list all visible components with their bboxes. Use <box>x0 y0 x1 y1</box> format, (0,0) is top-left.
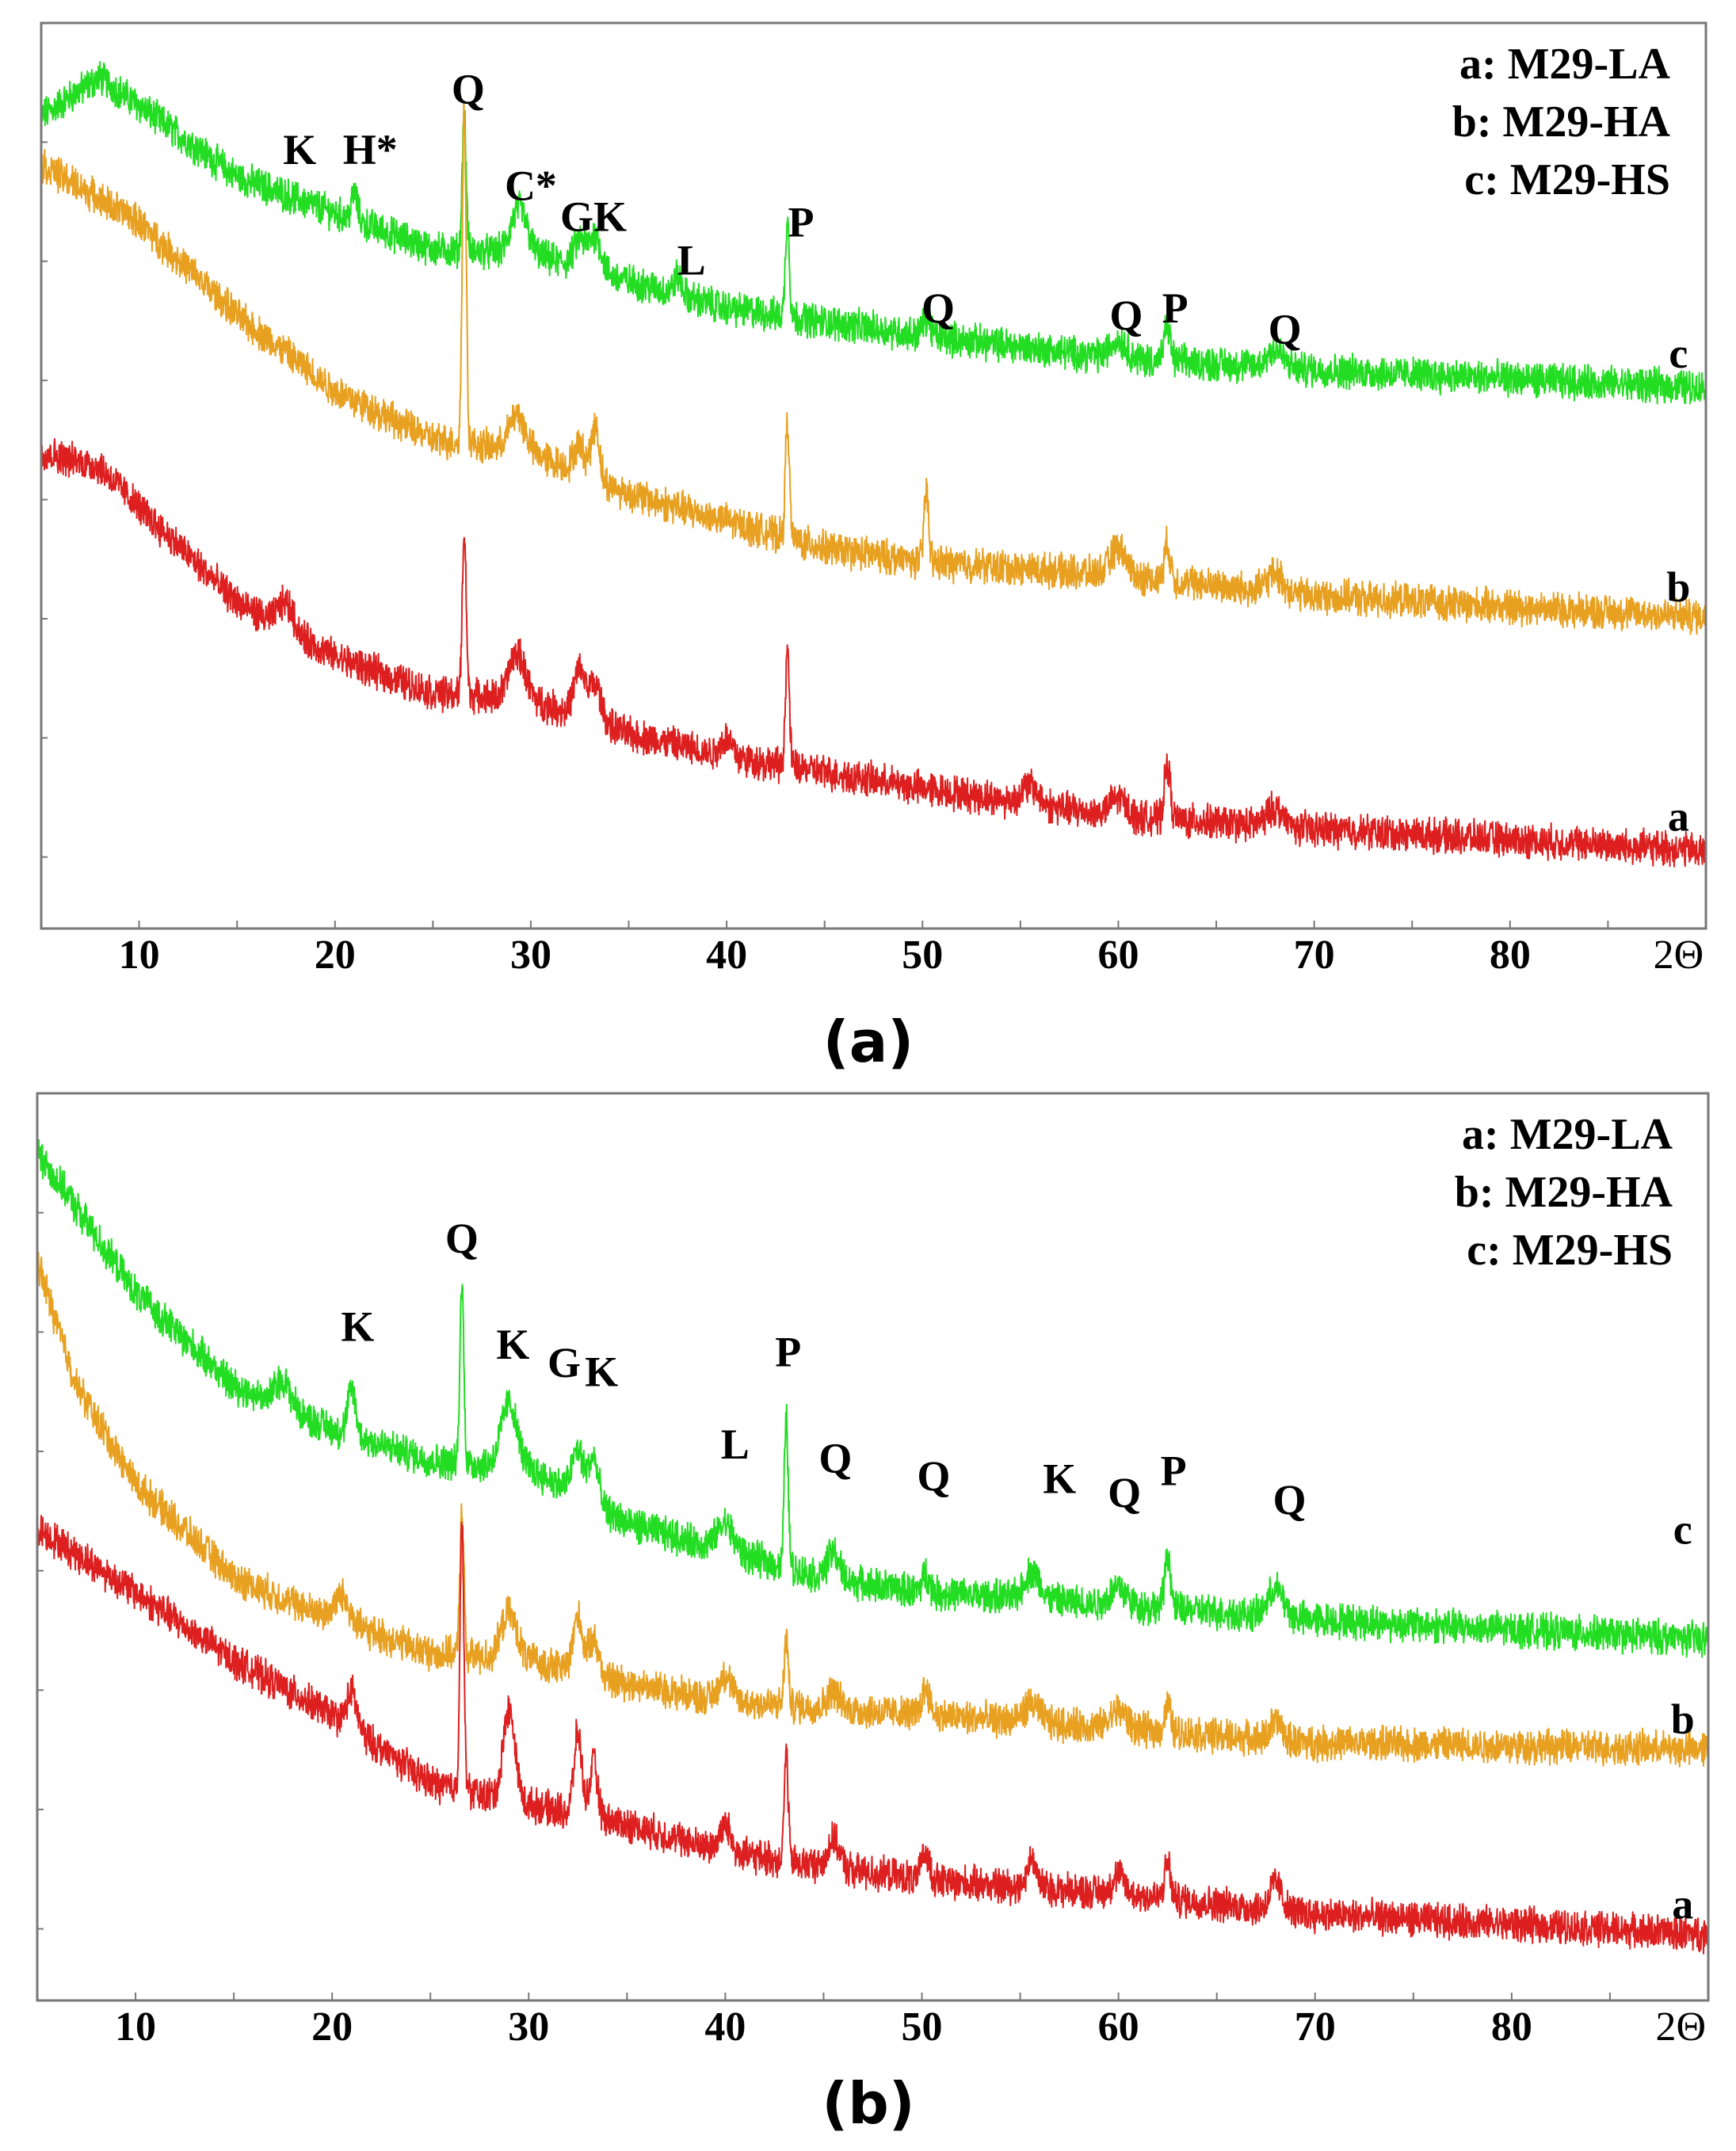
peak-annotation: c <box>1673 1506 1692 1554</box>
x-tick-label: 50 <box>902 2004 943 2050</box>
x-tick-label: 70 <box>1295 2004 1336 2050</box>
peak-annotation: K <box>1043 1455 1076 1503</box>
series-line-c <box>36 1138 1709 1658</box>
peak-annotation: Q <box>818 1434 852 1482</box>
peak-annotation: H* <box>343 126 398 174</box>
peak-annotation: GK <box>560 193 627 241</box>
peak-annotation: Q <box>1109 292 1143 339</box>
peak-annotation: K <box>496 1321 529 1368</box>
peak-annotation: Q <box>452 65 485 113</box>
peak-annotation: L <box>721 1421 750 1468</box>
x-tick-label: 40 <box>706 932 747 978</box>
legend-entry: a: M29-LA <box>1462 1110 1673 1159</box>
legend-entry: c: M29-HS <box>1464 155 1670 204</box>
x-axis-label: 2Θ <box>1654 932 1704 978</box>
plot-frame <box>36 1092 1710 2002</box>
x-tick-label: 10 <box>119 932 160 978</box>
peak-annotation: a <box>1672 1881 1693 1928</box>
x-tick-label: 30 <box>508 2004 549 2050</box>
series-line-c <box>40 61 1707 405</box>
legend-entry: b: M29-HA <box>1452 97 1671 147</box>
x-tick-label: 20 <box>311 2004 353 2050</box>
series-line-a <box>40 438 1707 868</box>
peak-annotation: P <box>775 1328 801 1375</box>
peak-annotation: Q <box>445 1215 479 1262</box>
peak-annotation: Q <box>1269 305 1302 353</box>
peak-annotation: K <box>283 126 316 174</box>
series-line-b <box>36 1251 1709 1768</box>
x-tick-label: 40 <box>704 2004 746 2050</box>
x-tick-label: 60 <box>1097 932 1139 978</box>
x-tick-label: 30 <box>510 932 551 978</box>
series-line-b <box>40 101 1707 635</box>
panel-caption: (a) <box>823 1009 914 1075</box>
x-tick-label: 10 <box>115 2004 156 2050</box>
peak-annotation: K <box>585 1348 618 1396</box>
x-tick-label: 50 <box>902 932 943 978</box>
peak-annotation: Q <box>921 284 955 332</box>
peak-annotation: K <box>341 1302 374 1350</box>
peak-annotation: Q <box>1108 1469 1141 1516</box>
peak-annotation: b <box>1666 563 1690 611</box>
peak-annotation: G <box>548 1339 581 1386</box>
x-tick-label: 70 <box>1294 932 1335 978</box>
x-tick-label: 80 <box>1490 932 1531 978</box>
peak-annotation: Q <box>917 1452 950 1500</box>
peak-annotation: P <box>788 198 815 246</box>
legend-entry: c: M29-HS <box>1467 1226 1673 1275</box>
peak-annotation: L <box>677 236 706 284</box>
x-tick-label: 80 <box>1491 2004 1532 2050</box>
x-tick-label: 60 <box>1098 2004 1139 2050</box>
legend-entry: b: M29-HA <box>1455 1168 1673 1217</box>
legend-entry: a: M29-LA <box>1459 40 1671 89</box>
panel-caption: (b) <box>822 2070 914 2137</box>
series-line-a <box>36 1515 1709 1955</box>
peak-annotation: b <box>1671 1695 1695 1743</box>
x-tick-label: 20 <box>315 932 356 978</box>
plot-frame <box>40 21 1707 930</box>
peak-annotation: a <box>1668 792 1689 840</box>
peak-annotation: P <box>1162 284 1188 332</box>
x-axis-label: 2Θ <box>1655 2004 1706 2050</box>
peak-annotation: Q <box>1273 1476 1307 1524</box>
peak-annotation: c <box>1669 330 1688 377</box>
peak-annotation: P <box>1161 1447 1187 1494</box>
peak-annotation: C* <box>505 162 557 210</box>
